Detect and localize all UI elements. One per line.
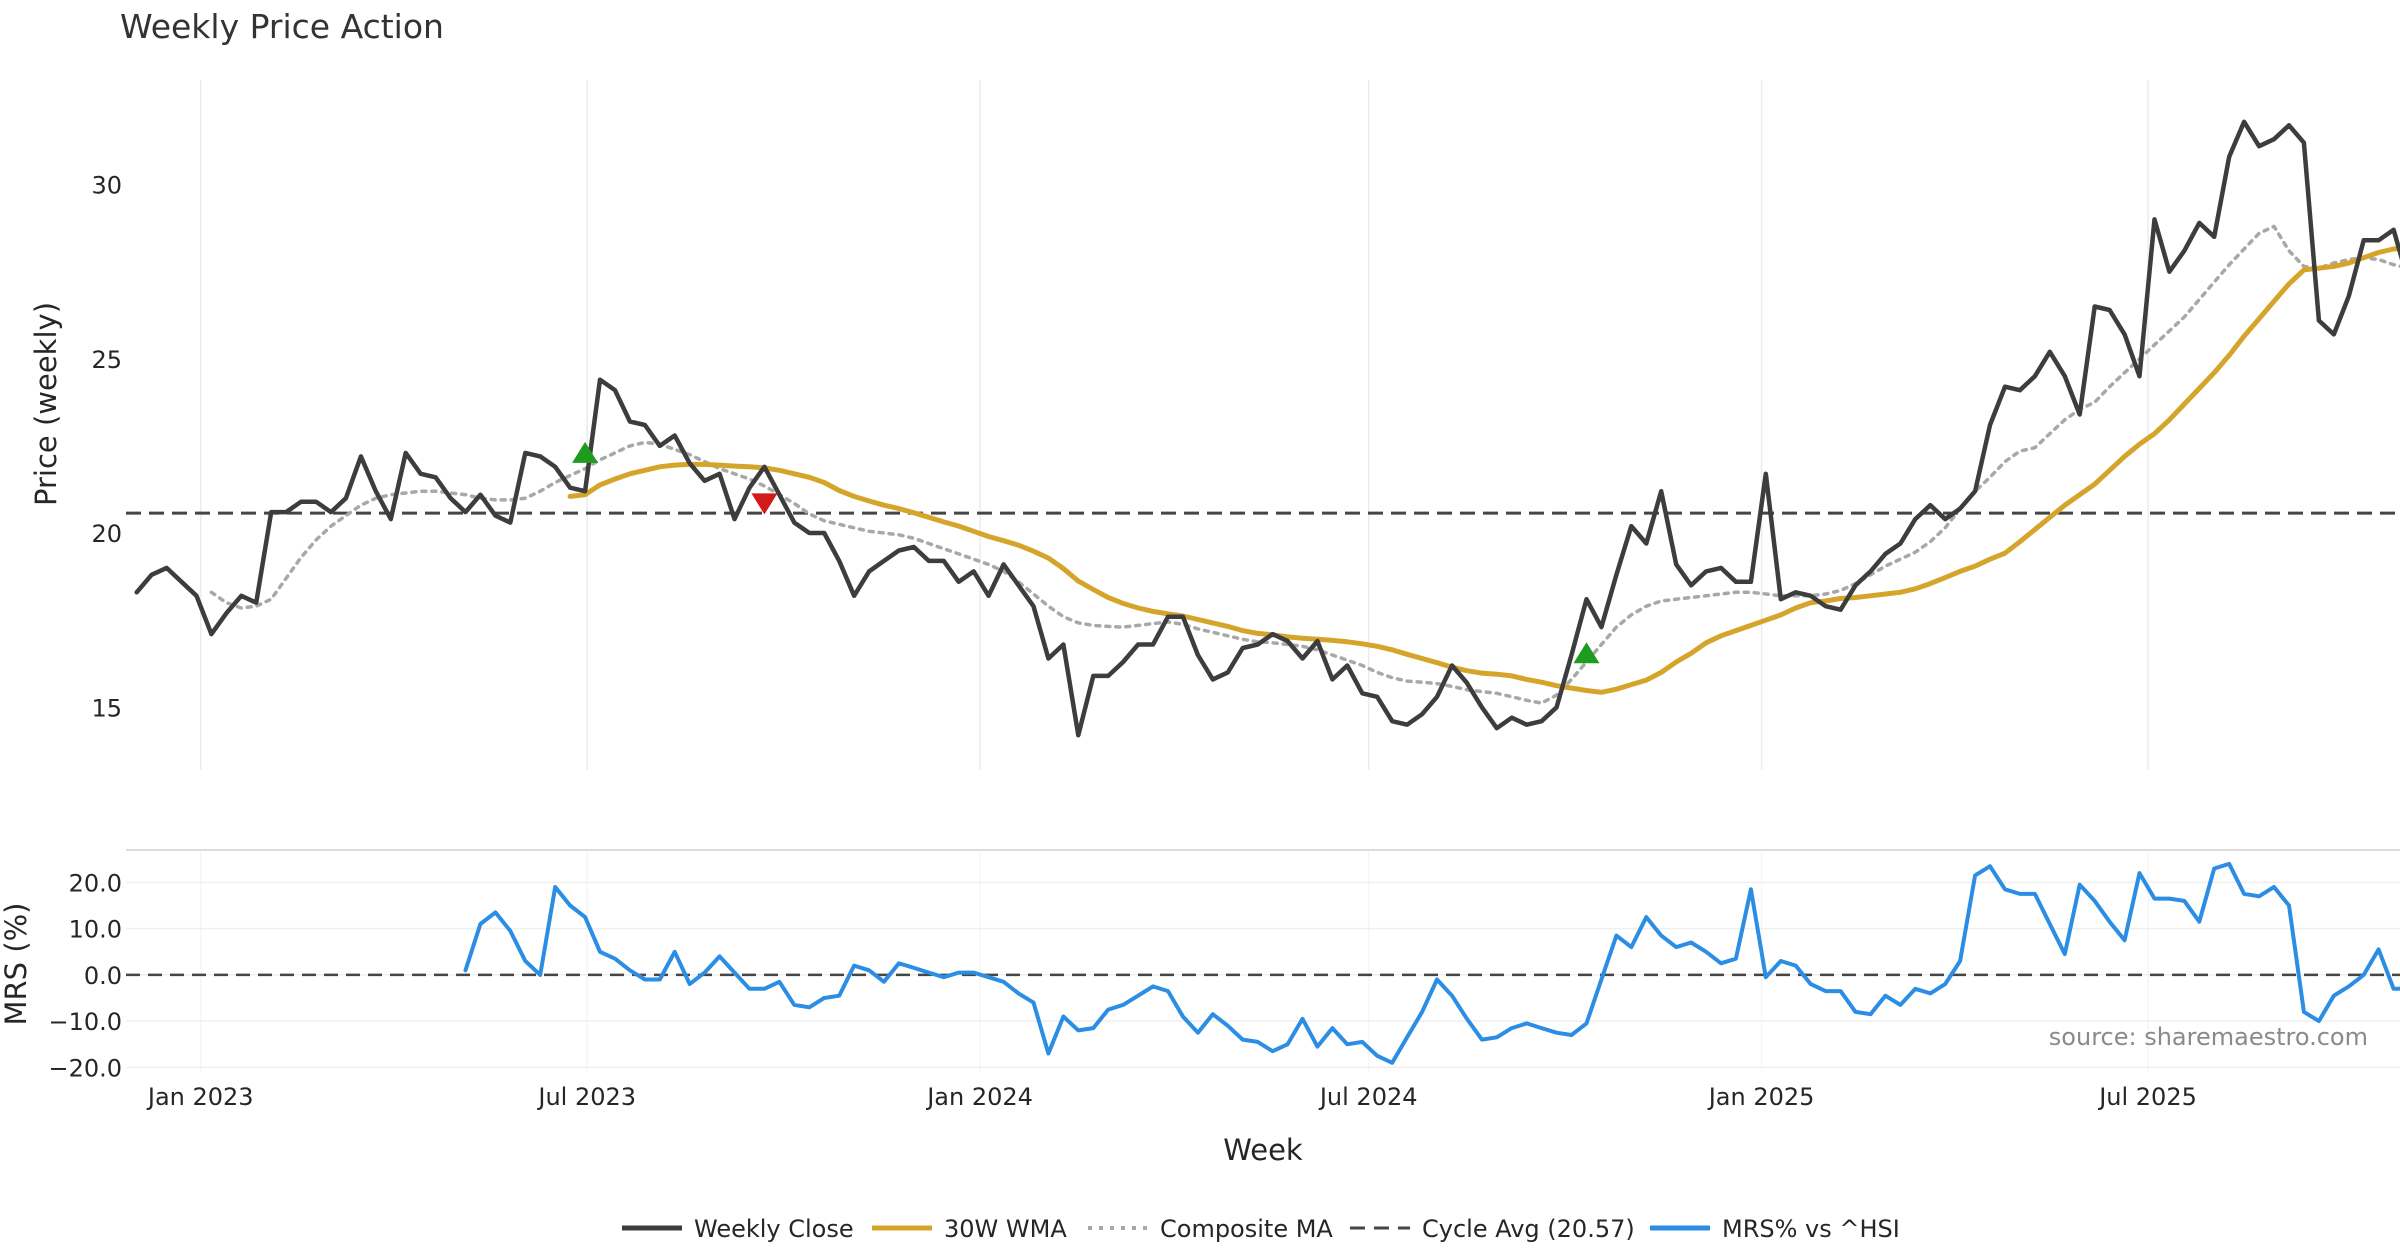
mrs-y-tick-label: −20.0 [48, 1054, 122, 1082]
mrs-y-tick-label: 20.0 [69, 869, 122, 897]
price-y-tick-label: 25 [91, 346, 122, 374]
x-tick-label: Jan 2025 [1707, 1083, 1815, 1111]
mrs-y-tick-label: 0.0 [84, 962, 122, 990]
price-y-tick-label: 15 [91, 694, 122, 722]
price-y-tick-label: 20 [91, 520, 122, 548]
price-panel: 15 20 25 30 [91, 119, 2400, 738]
price-y-tick-label: 30 [91, 172, 122, 200]
source-label: source: sharemaestro.com [2049, 1023, 2368, 1051]
legend: Weekly Close 30W WMA Composite MA Cycle Avg… [622, 1215, 1900, 1243]
x-axis-ticks: Jan 2023 Jul 2023 Jan 2024 Jul 2024 Jan 2025… [146, 1083, 2197, 1111]
chart-title: Weekly Price Action [120, 7, 444, 46]
legend-label: Weekly Close [694, 1215, 854, 1243]
x-tick-label: Jul 2025 [2097, 1083, 2197, 1111]
legend-label: Composite MA [1160, 1215, 1333, 1243]
mrs-line [463, 861, 2400, 1065]
legend-label: MRS% vs ^HSI [1722, 1215, 1900, 1243]
mrs-panel: 20.0 10.0 0.0 −10.0 −20.0 [48, 849, 2400, 1082]
x-axis-label: Week [1223, 1133, 1303, 1167]
mrs-y-tick-label: 10.0 [69, 916, 122, 944]
composite-ma-line [209, 224, 2400, 705]
x-tick-label: Jul 2023 [536, 1083, 636, 1111]
wma-30w-line [567, 245, 2400, 695]
legend-label: 30W WMA [944, 1215, 1067, 1243]
x-tick-label: Jan 2024 [925, 1083, 1033, 1111]
weekly-close-line [134, 119, 2400, 738]
sell-signal-marker [751, 493, 778, 515]
mrs-y-axis-label: MRS (%) [0, 903, 33, 1026]
price-y-axis-label: Price (weekly) [29, 302, 63, 506]
x-tick-label: Jan 2023 [146, 1083, 254, 1111]
buy-signal-marker [572, 441, 599, 463]
mrs-y-tick-label: −10.0 [48, 1008, 122, 1036]
x-tick-label: Jul 2024 [1318, 1083, 1418, 1111]
buy-signal-marker [1573, 642, 1600, 664]
legend-label: Cycle Avg (20.57) [1422, 1215, 1635, 1243]
